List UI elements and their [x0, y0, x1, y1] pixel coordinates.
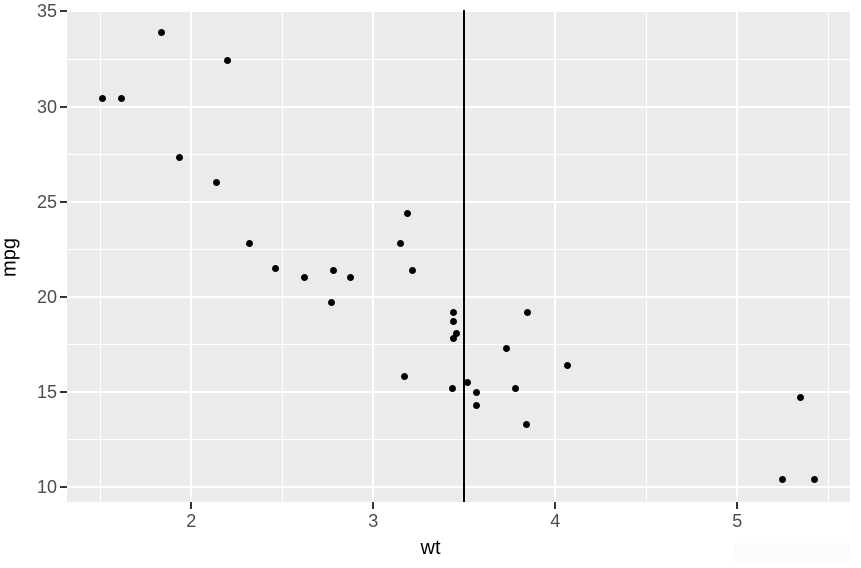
x-tick-mark [190, 502, 193, 509]
data-point [224, 57, 232, 65]
y-tick-mark [60, 10, 67, 13]
y-axis-title: mpg [0, 238, 21, 277]
screenshot-artifact [733, 543, 851, 562]
y-tick-mark [60, 105, 67, 108]
data-point [522, 420, 530, 428]
x-tick-mark [736, 502, 739, 509]
x-axis-title: wt [420, 537, 441, 559]
y-tick-mark [60, 391, 67, 394]
data-point [117, 95, 125, 103]
gridline-major-y [67, 295, 850, 298]
data-point [473, 401, 481, 409]
y-tick-label: 10 [36, 477, 57, 498]
gridline-minor-y [67, 439, 850, 441]
gridline-major-x [554, 10, 557, 502]
data-point [346, 274, 354, 282]
data-point [99, 95, 107, 103]
gridline-major-y [67, 10, 850, 13]
gridline-major-x [372, 10, 375, 502]
y-tick-label: 20 [36, 286, 57, 307]
data-point [511, 384, 519, 392]
data-point [523, 308, 531, 316]
data-point [473, 388, 481, 396]
data-point [329, 266, 337, 274]
gridline-minor-y [67, 58, 850, 60]
data-point [449, 308, 457, 316]
data-point [564, 361, 572, 369]
data-point [449, 318, 457, 326]
x-tick-label: 2 [186, 511, 197, 531]
gridline-minor-x [827, 10, 829, 502]
gridline-major-y [67, 105, 850, 108]
data-point [449, 335, 457, 343]
gridline-major-y [67, 391, 850, 394]
data-point [408, 266, 416, 274]
data-point [404, 209, 412, 217]
gridline-minor-y [67, 344, 850, 345]
gridline-minor-y [67, 248, 850, 250]
x-tick-mark [554, 502, 557, 509]
gridline-minor-x [281, 10, 283, 502]
gridline-major-x [190, 10, 193, 502]
x-tick-mark [372, 502, 375, 509]
data-point [157, 28, 165, 36]
data-point [175, 154, 183, 162]
x-tick-label: 4 [550, 511, 561, 531]
data-point [272, 264, 280, 272]
data-point [300, 274, 308, 282]
x-tick-label: 5 [732, 511, 743, 531]
gridline-major-y [67, 200, 850, 203]
gridline-major-y [67, 486, 850, 489]
y-tick-label: 30 [36, 96, 57, 117]
vline-marker [463, 10, 466, 502]
data-point [213, 179, 221, 187]
data-point [779, 476, 787, 484]
data-point [400, 373, 408, 381]
y-tick-label: 35 [36, 1, 57, 22]
data-point [810, 476, 818, 484]
data-point [796, 394, 804, 402]
data-point [464, 379, 472, 387]
data-point [453, 329, 461, 337]
data-point [448, 384, 456, 392]
data-point [327, 299, 335, 307]
data-point [245, 240, 253, 248]
plot-panel [67, 10, 850, 502]
data-point [397, 240, 405, 248]
x-tick-label: 3 [368, 511, 379, 531]
y-tick-mark [60, 200, 67, 203]
y-tick-mark [60, 295, 67, 298]
gridline-minor-x [645, 10, 647, 502]
y-tick-label: 15 [36, 382, 57, 403]
y-tick-mark [60, 486, 67, 489]
gridline-minor-y [67, 153, 850, 155]
gridline-minor-x [99, 10, 101, 502]
data-point [502, 344, 510, 352]
gridline-major-x [736, 10, 739, 502]
y-tick-label: 25 [36, 191, 57, 212]
